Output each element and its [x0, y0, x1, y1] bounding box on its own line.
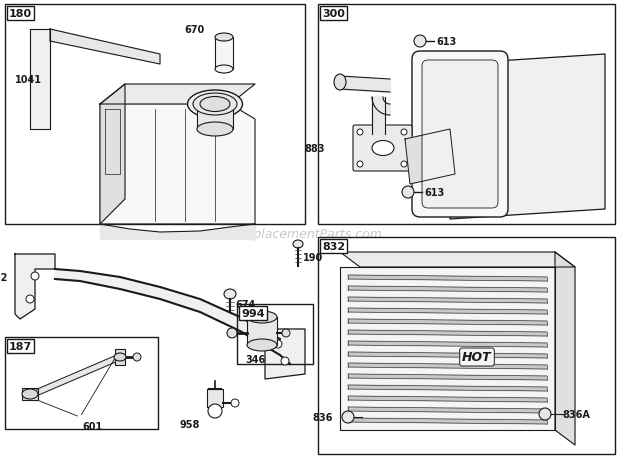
- Circle shape: [26, 295, 34, 303]
- Text: 1041: 1041: [15, 75, 42, 85]
- Text: 836: 836: [312, 412, 333, 422]
- Circle shape: [402, 187, 414, 199]
- Polygon shape: [405, 130, 455, 185]
- Bar: [318, 237, 615, 454]
- Polygon shape: [50, 30, 160, 65]
- Polygon shape: [100, 105, 255, 224]
- Polygon shape: [348, 374, 547, 380]
- Circle shape: [401, 162, 407, 168]
- Bar: [340, 268, 555, 430]
- Polygon shape: [348, 407, 547, 413]
- Circle shape: [282, 329, 290, 337]
- Circle shape: [208, 404, 222, 418]
- Ellipse shape: [22, 389, 38, 399]
- Bar: [5, 337, 158, 429]
- Ellipse shape: [372, 141, 394, 156]
- Polygon shape: [348, 275, 547, 281]
- Polygon shape: [100, 85, 125, 224]
- Polygon shape: [340, 252, 575, 268]
- Ellipse shape: [215, 34, 233, 42]
- Circle shape: [357, 162, 363, 168]
- Bar: [115, 349, 125, 365]
- Polygon shape: [348, 330, 547, 336]
- Polygon shape: [450, 55, 605, 219]
- Polygon shape: [348, 286, 547, 292]
- Text: 187: 187: [9, 341, 32, 351]
- Circle shape: [401, 130, 407, 136]
- Circle shape: [539, 408, 551, 420]
- Text: 346: 346: [246, 354, 266, 364]
- Text: 613: 613: [424, 188, 445, 197]
- Bar: [5, 5, 305, 224]
- Bar: [247, 317, 277, 345]
- Polygon shape: [100, 85, 255, 105]
- Circle shape: [342, 411, 354, 423]
- FancyBboxPatch shape: [353, 126, 412, 172]
- Ellipse shape: [187, 91, 242, 119]
- Text: 670: 670: [185, 25, 205, 35]
- Circle shape: [227, 328, 237, 338]
- Text: 190: 190: [303, 252, 323, 263]
- Text: 300: 300: [322, 9, 345, 19]
- Text: 836A: 836A: [562, 409, 590, 419]
- Polygon shape: [348, 385, 547, 391]
- Polygon shape: [348, 418, 547, 424]
- Polygon shape: [348, 297, 547, 303]
- Polygon shape: [15, 254, 55, 319]
- Polygon shape: [348, 341, 547, 347]
- Text: 832: 832: [322, 241, 345, 252]
- Bar: [215, 38, 233, 70]
- Text: 182: 182: [0, 272, 8, 282]
- Polygon shape: [348, 396, 547, 402]
- Ellipse shape: [193, 94, 237, 116]
- Circle shape: [281, 357, 289, 365]
- Bar: [207, 389, 223, 407]
- Ellipse shape: [215, 66, 233, 74]
- Circle shape: [414, 36, 426, 48]
- Polygon shape: [348, 363, 547, 369]
- Polygon shape: [30, 30, 50, 130]
- Circle shape: [357, 130, 363, 136]
- Text: 883: 883: [304, 144, 325, 154]
- Circle shape: [274, 340, 282, 348]
- Ellipse shape: [114, 353, 126, 361]
- Text: 674: 674: [235, 299, 255, 309]
- Text: 601: 601: [82, 421, 102, 431]
- Ellipse shape: [247, 311, 277, 323]
- Polygon shape: [372, 98, 390, 116]
- Ellipse shape: [224, 289, 236, 299]
- Circle shape: [31, 272, 39, 280]
- Polygon shape: [348, 352, 547, 358]
- Ellipse shape: [197, 123, 233, 137]
- Circle shape: [133, 353, 141, 361]
- Text: 994: 994: [241, 308, 265, 318]
- Ellipse shape: [200, 97, 230, 112]
- Polygon shape: [265, 329, 305, 379]
- Text: 958: 958: [180, 419, 200, 429]
- Polygon shape: [348, 308, 547, 314]
- Polygon shape: [348, 319, 547, 325]
- Polygon shape: [37, 357, 116, 395]
- Bar: [237, 304, 313, 364]
- Bar: [318, 5, 615, 224]
- Ellipse shape: [334, 75, 346, 91]
- Bar: [22, 388, 38, 400]
- Text: HOT: HOT: [462, 351, 492, 364]
- FancyBboxPatch shape: [412, 52, 508, 218]
- Polygon shape: [555, 252, 575, 445]
- Text: 613: 613: [436, 37, 456, 47]
- FancyBboxPatch shape: [422, 61, 498, 208]
- Text: ReplacementParts.com: ReplacementParts.com: [237, 228, 383, 241]
- Ellipse shape: [293, 241, 303, 248]
- Ellipse shape: [247, 339, 277, 351]
- Text: 180: 180: [9, 9, 32, 19]
- Bar: [197, 105, 233, 130]
- Circle shape: [231, 399, 239, 407]
